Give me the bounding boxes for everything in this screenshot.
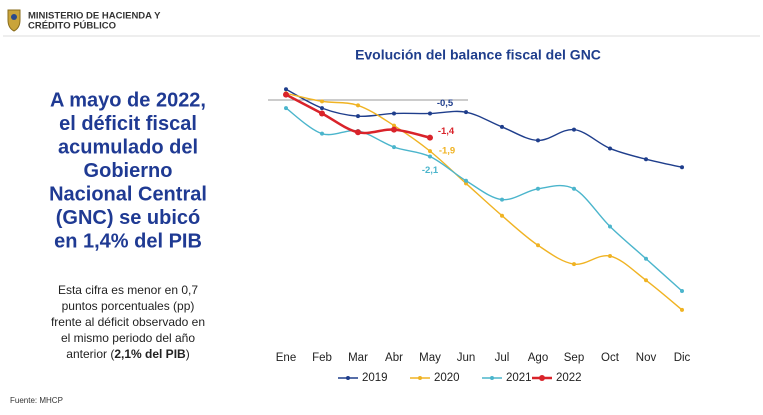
body-line: frente al déficit observado en	[51, 315, 205, 329]
legend-marker	[539, 375, 545, 381]
legend-marker	[346, 376, 350, 380]
chart-title: Evolución del balance fiscal del GNC	[355, 47, 601, 63]
x-tick-label: Jul	[495, 352, 510, 364]
point	[320, 131, 324, 136]
body-span: anterior (	[66, 347, 114, 361]
point	[680, 307, 684, 312]
data-label: -0,5	[437, 98, 454, 109]
point	[608, 254, 612, 259]
legend-label: 2020	[434, 372, 460, 384]
x-tick-label: Ene	[276, 352, 296, 364]
point	[320, 99, 324, 104]
legend-label: 2022	[556, 372, 582, 384]
point	[355, 129, 361, 136]
point	[500, 197, 504, 202]
point	[680, 165, 684, 170]
point	[572, 262, 576, 267]
series-line	[285, 92, 683, 311]
data-label: -1,4	[438, 126, 455, 137]
x-tick-label: Oct	[601, 352, 620, 364]
legend-label: 2021	[506, 372, 532, 384]
point	[644, 157, 648, 162]
point	[356, 103, 360, 108]
point	[500, 213, 504, 218]
x-tick-label: Abr	[385, 352, 403, 364]
point	[536, 243, 540, 248]
series-line	[285, 88, 683, 168]
point	[392, 111, 396, 116]
headline-line: A mayo de 2022,	[50, 89, 206, 111]
point	[427, 134, 433, 141]
headline-line: Gobierno	[84, 160, 173, 182]
data-label: -2,1	[422, 165, 439, 176]
x-tick-label: Dic	[674, 352, 691, 364]
point	[428, 149, 432, 154]
body-line: el mismo periodo del año	[61, 331, 195, 345]
body-span: 2,1% del PIB	[114, 347, 186, 361]
point	[644, 278, 648, 283]
x-tick-label: Jun	[457, 352, 476, 364]
ministry-line: MINISTERIO DE HACIENDA Y	[28, 11, 161, 22]
point	[391, 126, 397, 133]
headline: A mayo de 2022,el déficit fiscalacumulad…	[49, 89, 207, 252]
data-label: -1,9	[439, 146, 455, 157]
point	[428, 111, 432, 116]
point	[680, 289, 684, 294]
x-tick-label: Ago	[528, 352, 548, 364]
point	[536, 186, 540, 191]
emblem	[7, 9, 21, 32]
headline-line: (GNC) se ubicó	[56, 207, 200, 229]
point	[536, 138, 540, 143]
x-tick-label: Nov	[636, 352, 657, 364]
legend-marker	[490, 376, 494, 380]
point	[572, 127, 576, 132]
ministry-line: CRÉDITO PÚBLICO	[28, 20, 116, 32]
x-tick-label: Sep	[564, 352, 584, 364]
point	[500, 124, 504, 129]
point	[320, 106, 324, 111]
point	[319, 110, 325, 117]
legend-label: 2019	[362, 372, 388, 384]
point	[572, 186, 576, 191]
point	[284, 106, 288, 111]
point	[644, 256, 648, 261]
x-tick-label: Mar	[348, 352, 368, 364]
point	[464, 110, 468, 115]
point	[392, 145, 396, 150]
source: Fuente: MHCP	[10, 396, 63, 405]
body-line: anterior (2,1% del PIB)	[66, 347, 189, 361]
point	[284, 87, 288, 92]
point	[608, 146, 612, 151]
point	[283, 91, 289, 98]
point	[464, 178, 468, 183]
body-line: Esta cifra es menor en 0,7	[58, 283, 198, 297]
point	[428, 154, 432, 159]
point	[608, 224, 612, 229]
headline-line: acumulado del	[58, 136, 198, 158]
headline-line: el déficit fiscal	[59, 113, 197, 135]
legend-marker	[418, 376, 422, 380]
headline-line: en 1,4% del PIB	[54, 230, 202, 252]
x-tick-label: Feb	[312, 352, 332, 364]
x-tick-label: May	[419, 352, 441, 364]
point	[392, 123, 396, 128]
point	[356, 114, 360, 119]
chart: Ene Feb Mar Abr May Jun Jul Ago Sep Oct Nov Dic -0,5…	[268, 87, 691, 384]
headline-line: Nacional Central	[49, 183, 207, 205]
body-line: puntos porcentuales (pp)	[62, 299, 195, 313]
body-span: )	[186, 347, 190, 361]
body-text: Esta cifra es menor en 0,7 puntos porcent…	[51, 283, 205, 361]
